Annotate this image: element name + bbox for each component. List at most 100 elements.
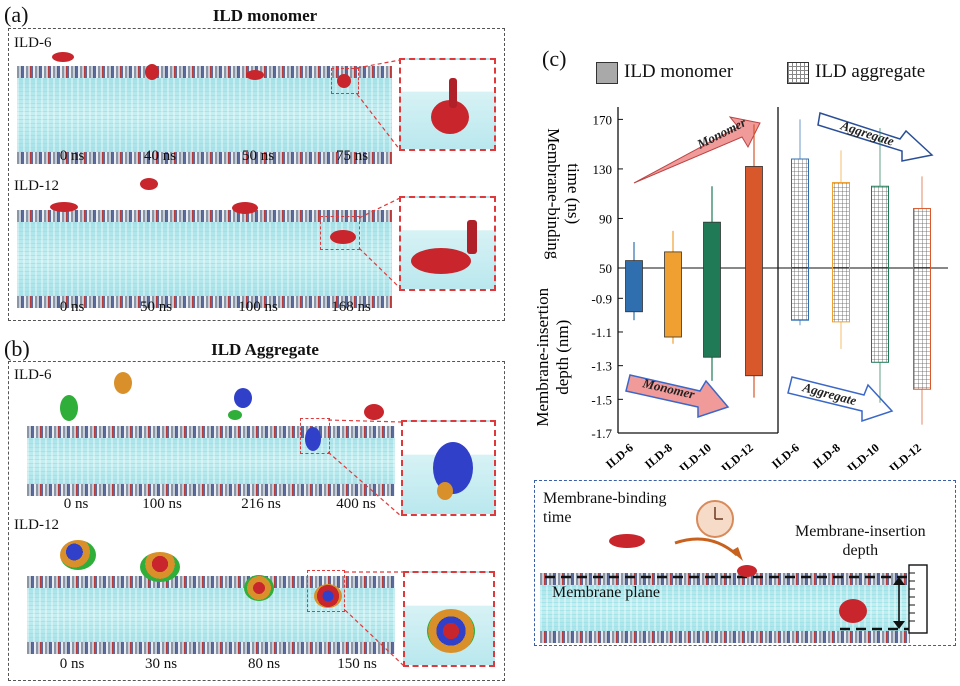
x-tick-label: ILD-8 — [810, 441, 843, 470]
panel-a-row1-label: ILD-6 — [14, 35, 52, 51]
zoom-box-a2 — [399, 196, 496, 291]
legend-monomer-swatch — [596, 62, 618, 84]
aggregate-molecule — [234, 388, 252, 408]
x-tick-label: ILD-10 — [676, 441, 714, 470]
time-label: 75 ns — [335, 148, 369, 164]
monomer-bar-ild-6 — [625, 260, 643, 313]
membrane-a2 — [17, 210, 392, 308]
panel-b-letter: (b) — [4, 336, 30, 361]
aggregate-molecule — [60, 395, 78, 421]
zoom-connector — [358, 197, 401, 289]
time-label: 0 ns — [59, 148, 85, 164]
aggregate-molecule — [228, 410, 242, 420]
time-label: 80 ns — [247, 656, 281, 672]
time-label: 400 ns — [336, 496, 376, 512]
y-tick-label: -0.9 — [591, 291, 612, 306]
time-label: 50 ns — [241, 148, 275, 164]
y-tick-label: 50 — [599, 261, 612, 276]
monomer-molecule — [145, 64, 159, 80]
aggregate-bar-fill — [832, 182, 850, 323]
aggregate-molecule — [305, 427, 321, 451]
panel-b-frame — [8, 361, 505, 681]
aggregate-top-arrow — [817, 112, 934, 162]
panel-b-title: ILD Aggregate — [211, 340, 319, 359]
monomer-bar-ild-12 — [745, 166, 763, 377]
schematic-frame — [534, 480, 956, 646]
y-tick-label: -1.5 — [591, 392, 612, 407]
panel-b-row1-label: ILD-6 — [14, 367, 52, 383]
aggregate-molecule — [140, 552, 180, 582]
time-label: 100 ns — [238, 299, 278, 315]
panel-c-letter: (c) — [542, 46, 567, 71]
y-tick-label: 130 — [593, 162, 613, 177]
aggregate-bar-ild-6 — [791, 158, 809, 321]
schematic-graphics — [545, 500, 928, 634]
zoom-region — [331, 68, 359, 94]
zoom-region — [307, 570, 345, 612]
aggregate-bar-fill — [871, 185, 889, 363]
aggregate-molecule — [314, 584, 342, 608]
legend-aggregate-swatch — [787, 62, 809, 84]
legend-aggregate-label: ILD aggregate — [815, 61, 926, 82]
monomer-molecule — [140, 178, 158, 190]
monomer-molecule — [232, 202, 258, 214]
x-tick-label: ILD-12 — [718, 441, 756, 470]
aggregate-bar-fill — [791, 158, 809, 321]
aggregate-molecule — [60, 540, 96, 570]
time-label: 30 ns — [144, 656, 178, 672]
aggregate-bar-ild-8 — [832, 182, 850, 323]
y-tick-label: -1.1 — [591, 325, 612, 340]
zoom-region — [320, 216, 360, 250]
y-axis-title-top-line1: Membrane-binding — [544, 128, 563, 260]
panel-a-frame — [8, 28, 505, 321]
panel-a-letter: (a) — [4, 2, 29, 27]
time-label: 168 ns — [331, 299, 371, 315]
aggregate-bar-ild-12 — [913, 208, 931, 390]
binding-time-label: Membrane-binding time — [543, 490, 667, 526]
time-label: 0 ns — [59, 299, 85, 315]
membrane-plane-label: Membrane plane — [552, 584, 660, 601]
x-tick-label: ILD-6 — [769, 441, 802, 470]
y-tick-label: 170 — [593, 112, 613, 127]
legend-monomer-label: ILD monomer — [624, 61, 734, 82]
y-axis-title-bottom-line2: depth (nm) — [553, 320, 572, 395]
zoom-box-a1 — [399, 58, 496, 151]
aggregate-bar-ild-10 — [871, 185, 889, 363]
time-label: 50 ns — [139, 299, 173, 315]
panel-a-row2-label: ILD-12 — [14, 178, 59, 194]
membrane-b1 — [27, 426, 395, 496]
zoom-box-b2 — [403, 571, 495, 667]
zoom-connector — [327, 419, 402, 517]
monomer-molecule — [50, 202, 78, 212]
membrane-a1 — [17, 66, 392, 164]
y-tick-label: 90 — [599, 211, 612, 226]
x-tick-label: ILD-6 — [603, 441, 636, 470]
y-tick-label: -1.3 — [591, 359, 612, 374]
x-tick-label: ILD-8 — [642, 441, 675, 470]
zoom-box-b1 — [401, 420, 496, 516]
time-label: 0 ns — [59, 656, 85, 672]
aggregate-molecule — [364, 404, 384, 420]
membrane-b2 — [27, 576, 395, 654]
zoom-connector — [344, 571, 405, 667]
time-label: 150 ns — [337, 656, 377, 672]
x-tick-label: ILD-10 — [844, 441, 882, 470]
panel-a-title: ILD monomer — [212, 6, 318, 25]
binding-depth-chart: 50 90 130 170 -0.9 -1.1 -1.3 -1.5 -1.7 Membrane-b… — [533, 107, 948, 470]
aggregate-top-arrow-label: Aggregate — [838, 117, 896, 149]
monomer-bottom-arrow — [625, 374, 730, 419]
panel-b-row2-label: ILD-12 — [14, 517, 59, 533]
insertion-depth-label: Membrane-insertion depth — [795, 523, 926, 559]
monomer-molecule — [246, 70, 264, 80]
y-axis-title-top-line2: time (ns) — [564, 163, 583, 224]
y-axis-title-bottom-line1: Membrane-insertion — [533, 287, 552, 426]
time-label: 0 ns — [63, 496, 89, 512]
zoom-connector — [356, 59, 401, 151]
monomer-molecule — [52, 52, 74, 62]
monomer-bar-ild-8 — [664, 251, 682, 338]
time-label: 216 ns — [241, 496, 281, 512]
zoom-region — [300, 418, 330, 454]
monomer-bar-ild-10 — [703, 221, 721, 358]
aggregate-molecule — [114, 372, 132, 394]
aggregate-molecule — [244, 575, 274, 601]
